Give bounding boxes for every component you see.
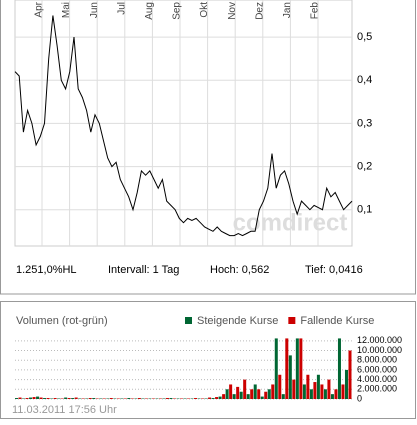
y-tick-label: 4.000.000 <box>357 374 397 384</box>
volume-bar <box>32 397 36 399</box>
legend-label: Steigende Kurse <box>197 315 278 327</box>
volume-bar <box>64 397 68 399</box>
legend-swatch <box>288 317 296 324</box>
volume-bar <box>29 397 33 399</box>
volume-bar <box>306 374 310 399</box>
x-tick-label: Dez <box>254 2 265 20</box>
volume-bar <box>278 374 282 399</box>
volume-bar <box>313 382 317 399</box>
volume-bar <box>285 338 289 399</box>
y-tick-label: 0 <box>357 393 362 403</box>
volume-bar <box>109 398 113 399</box>
volume-bar <box>239 391 243 399</box>
x-tick-label: Aug <box>144 2 155 20</box>
volume-bar <box>299 338 303 399</box>
volume-bar <box>264 391 268 399</box>
volume-bar <box>232 394 236 399</box>
volume-bar <box>71 398 75 399</box>
volume-bar <box>39 397 43 399</box>
volume-bar <box>302 384 306 399</box>
x-tick-label: Nov <box>227 2 238 20</box>
volume-bar <box>257 389 261 399</box>
x-tick-label: Feb <box>310 2 321 20</box>
volume-bar <box>267 389 271 399</box>
legend-swatch <box>185 317 192 324</box>
y-tick-label: 10.000.000 <box>357 345 402 355</box>
volume-bar <box>348 350 352 399</box>
volume-bar <box>334 389 338 399</box>
legend-label: Fallende Kurse <box>300 315 374 327</box>
volume-bar <box>274 338 278 399</box>
volume-bar <box>225 389 229 399</box>
x-tick-label: Jul <box>116 2 127 15</box>
volume-bar <box>341 384 345 399</box>
x-tick-label: Apr <box>34 1 45 17</box>
volume-bar <box>229 384 233 399</box>
volume-bar <box>330 394 334 399</box>
y-tick-label: 0,3 <box>357 117 372 129</box>
volume-bar <box>194 398 198 399</box>
volume-bar <box>253 384 257 399</box>
price-line <box>14 15 353 237</box>
stat-text: Hoch: 0,562 <box>210 264 269 276</box>
volume-bar <box>211 398 215 399</box>
volume-bar <box>327 379 331 399</box>
y-tick-label: 6.000.000 <box>357 364 397 374</box>
volume-bar <box>320 384 324 399</box>
volume-bar <box>127 398 131 399</box>
volume-bar <box>316 374 320 399</box>
x-tick-label: Sep <box>172 2 183 20</box>
y-tick-label: 8.000.000 <box>357 355 397 365</box>
volume-bar <box>165 398 169 399</box>
volume-bar <box>288 355 292 399</box>
volume-bar <box>25 398 29 399</box>
volume-bar <box>67 398 71 399</box>
x-tick-label: Jan <box>282 2 293 18</box>
volume-bar <box>15 398 19 399</box>
volume-bar <box>43 398 47 399</box>
volume-bar <box>236 386 240 399</box>
volume-bar <box>292 379 296 399</box>
x-tick-label: Okt <box>199 2 210 18</box>
timestamp: 11.03.2011 17:56 Uhr <box>12 404 117 416</box>
y-tick-label: 0,2 <box>357 160 372 172</box>
volume-bar <box>295 338 299 399</box>
volume-bar <box>281 394 285 399</box>
stat-text: Intervall: 1 Tag <box>108 264 179 276</box>
y-tick-label: 0,1 <box>357 204 372 216</box>
volume-bar <box>222 394 226 399</box>
y-tick-label: 0,5 <box>357 31 372 43</box>
volume-bar <box>169 398 173 399</box>
y-tick-label: 12.000.000 <box>357 335 402 345</box>
volume-bar <box>215 397 219 399</box>
volume-bar <box>92 398 96 399</box>
volume-bar <box>337 338 341 399</box>
volume-bar <box>250 389 254 399</box>
y-tick-label: 0,4 <box>357 74 372 86</box>
volume-bar <box>46 398 50 399</box>
volume-bar <box>137 398 141 399</box>
volume-bar <box>260 396 264 399</box>
x-tick-label: Jun <box>89 2 100 18</box>
volume-bar <box>218 396 222 399</box>
volume-bar <box>344 369 348 399</box>
volume-bar <box>74 397 78 399</box>
volume-bar <box>36 396 40 399</box>
volume-bar <box>53 398 57 399</box>
volume-bar <box>243 379 247 399</box>
volume-bar <box>18 397 22 399</box>
stat-text: 1.251,0%HL <box>16 264 77 276</box>
y-tick-label: 2.000.000 <box>357 384 397 394</box>
volume-bar <box>208 397 212 399</box>
watermark: comdirect <box>233 209 348 236</box>
volume-bar <box>323 389 327 399</box>
stat-text: Tief: 0,0416 <box>305 264 363 276</box>
volume-bar <box>246 394 250 399</box>
x-tick-label: Mai <box>61 2 72 18</box>
volume-bar <box>309 389 313 399</box>
volume-bar <box>271 384 275 399</box>
volume-title: Volumen (rot-grün) <box>16 315 108 327</box>
volume-bar <box>88 398 92 399</box>
